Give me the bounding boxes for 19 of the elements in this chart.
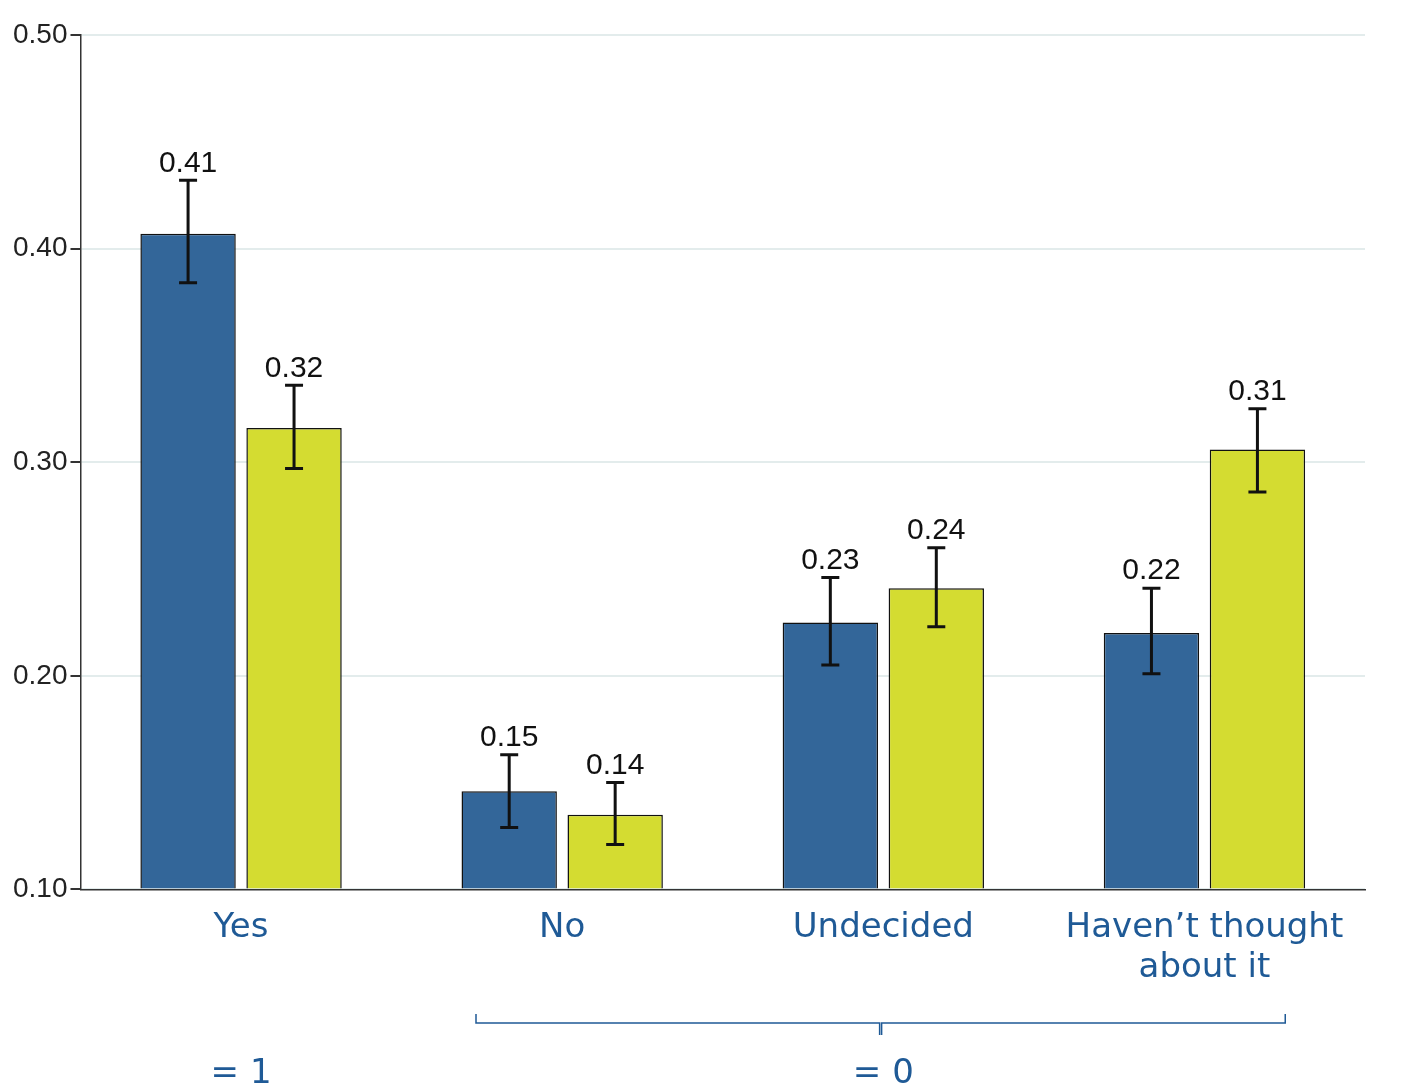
x-tick-label: Haven’t thought about it [1065, 904, 1344, 986]
data-label: 0.15 [480, 719, 539, 753]
y-tick-label: 0.10 [13, 872, 68, 904]
data-label: 0.31 [1228, 373, 1287, 407]
x-tick-label: Yes [212, 904, 269, 945]
text: = 0 [852, 1051, 914, 1089]
y-tick-label: 0.40 [13, 231, 68, 263]
text: = 1 [210, 1051, 272, 1089]
data-label: 0.22 [1122, 552, 1181, 586]
x-tick-label: No [539, 904, 586, 945]
data-label: 0.23 [801, 541, 860, 575]
y-tick-label: 0.20 [13, 658, 68, 690]
data-label: 0.24 [907, 511, 966, 545]
data-label: 0.14 [585, 746, 645, 780]
x-tick-label: Undecided [792, 904, 974, 945]
y-tick-label: 0.50 [13, 17, 68, 49]
y-tick-label: 0.30 [13, 444, 68, 476]
data-label: 0.32 [264, 349, 324, 383]
data-label: 0.41 [158, 144, 218, 178]
